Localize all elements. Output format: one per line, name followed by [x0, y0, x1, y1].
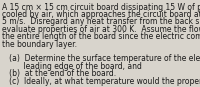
Text: evaluate properties of air at 300 K.  Assume the flow to be turbulent across: evaluate properties of air at 300 K. Ass…: [2, 25, 200, 34]
Text: (b)  at the end of the board.: (b) at the end of the board.: [2, 69, 116, 78]
Text: 5 m/s.  Disregard any heat transfer from the back surface of the board and: 5 m/s. Disregard any heat transfer from …: [2, 17, 200, 26]
Text: leading edge of the board, and: leading edge of the board, and: [2, 62, 142, 71]
Text: the entire length of the board since the electric components will have tripped: the entire length of the board since the…: [2, 32, 200, 41]
Text: cooled by air, which approaches the circuit board at 20°C with a velocity of: cooled by air, which approaches the circ…: [2, 10, 200, 19]
Text: (a)  Determine the surface temperature of the electronic components at the: (a) Determine the surface temperature of…: [2, 54, 200, 63]
Text: (c)  Ideally, at what temperature would the properties of air be evaluated at?: (c) Ideally, at what temperature would t…: [2, 77, 200, 86]
Text: the boundary layer.: the boundary layer.: [2, 40, 77, 49]
Text: A 15 cm × 15 cm circuit board dissipating 15 W of power uniformly is: A 15 cm × 15 cm circuit board dissipatin…: [2, 3, 200, 12]
